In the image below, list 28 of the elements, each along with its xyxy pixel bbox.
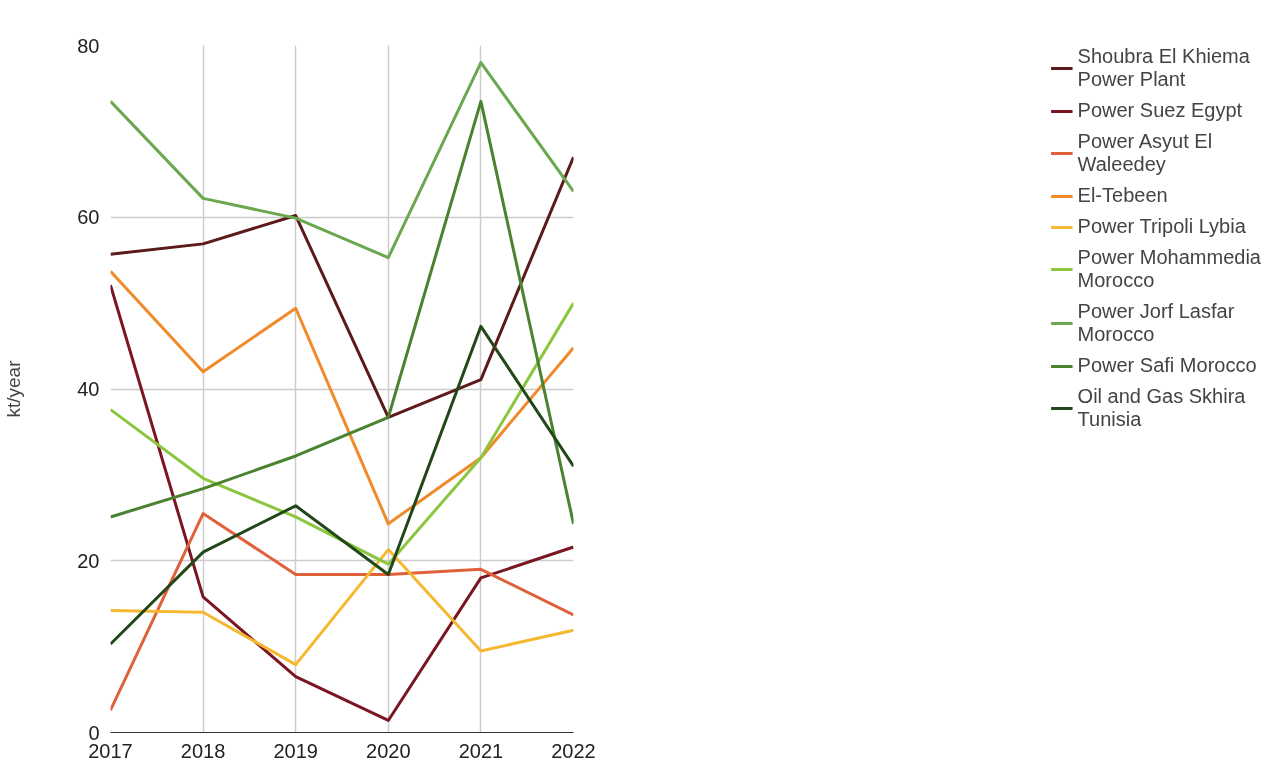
y-axis-title: kt/year [3,359,25,418]
legend-label: Power Jorf Lasfar Morocco [1077,300,1235,346]
legend-label: Power Mohammedia Morocco [1077,246,1261,292]
line-series [110,155,574,419]
y-tick-label: 80 [77,34,100,57]
x-tick-label: 2018 [180,739,226,762]
x-tick-label: 2021 [458,739,504,762]
legend-label: Power Tripoli Lybia [1077,215,1246,238]
legend-label: El-Tebeen [1077,184,1168,207]
line-series [110,99,574,526]
line-series [110,61,574,260]
x-tick-label: 2022 [551,739,596,762]
y-tick-label: 20 [77,549,100,572]
legend-label: Shoubra El Khiema Power Plant [1077,45,1250,91]
y-tick-label: 40 [77,378,100,400]
line-series [110,269,574,526]
legend-label: Power Asyut El Waleedey [1077,130,1213,176]
line-series [110,324,574,646]
line-series [110,301,574,566]
line-series [110,548,574,667]
legend-label: Oil and Gas Skhira Tunisia [1077,385,1246,431]
y-tick-label: 60 [77,206,100,229]
legend-label: Power Safi Morocco [1077,354,1257,377]
line-series [110,283,574,722]
legend-label: Power Suez Egypt [1077,99,1243,122]
x-tick-label: 2019 [273,739,318,762]
line-series [110,512,574,712]
x-tick-label: 2020 [366,739,411,762]
